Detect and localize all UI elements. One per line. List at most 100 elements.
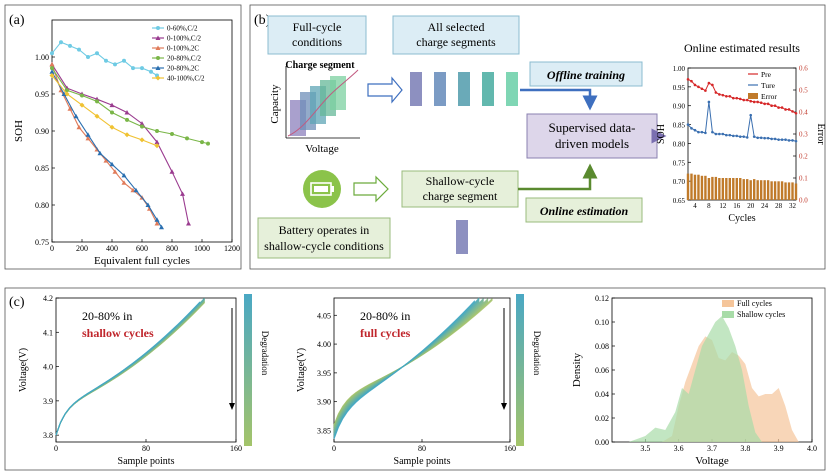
full-cycle-box — [267, 15, 367, 55]
true-line-point — [773, 137, 777, 141]
error-bar — [766, 180, 770, 200]
segment-bar — [482, 72, 494, 106]
charge-segment-label: Charge segment — [285, 60, 355, 71]
panel-b-label: (b) — [254, 13, 271, 28]
plot-frame — [687, 67, 797, 201]
capacity-label: Capacity — [269, 84, 281, 124]
data-marker — [59, 40, 63, 45]
legend-label: 20-80%,2C — [167, 65, 199, 73]
y2-tick-label: 0.6 — [799, 65, 808, 73]
y-tick-label: 0.85 — [673, 122, 686, 130]
data-marker — [109, 161, 115, 167]
data-marker — [156, 26, 160, 30]
full-cycle-text: Full-cycle conditions — [292, 20, 342, 49]
y-tick-label: 0.04 — [595, 390, 609, 399]
shallow-voltage-chart: 0 80 160 3.8 3.9 4.0 4.1 4.2 Sample points Voltag… — [18, 294, 270, 467]
true-line-point — [725, 133, 728, 137]
data-marker — [149, 69, 153, 74]
supervised-model-text: Supervised data-driven models — [548, 120, 635, 151]
y-tick-label: 1.00 — [35, 53, 49, 62]
y-axis-label: SOH — [13, 120, 25, 142]
x-tick-label: 600 — [136, 244, 148, 253]
y2-tick-label: 0.2 — [799, 153, 808, 161]
error-bar — [770, 181, 773, 200]
pre-line-point — [728, 94, 732, 98]
pre-line-point — [693, 83, 697, 87]
data-marker — [139, 137, 145, 143]
shallow-segment-text: Shallow-cycle charge segment — [423, 174, 498, 203]
error-bar — [794, 183, 798, 200]
true-line-point — [728, 133, 732, 137]
data-marker — [49, 69, 55, 74]
y-tick-label: 0.90 — [35, 127, 49, 136]
x-axis-label: Equivalent full cycles — [94, 255, 190, 267]
data-marker — [85, 132, 91, 137]
true-line-point — [745, 136, 749, 139]
pre-line-point — [686, 78, 690, 81]
true-line-point — [784, 138, 787, 141]
true-line-point — [718, 132, 721, 136]
y-tick-label: 0.10 — [595, 318, 609, 327]
error-bar — [756, 180, 759, 200]
segment-bar — [434, 72, 446, 106]
charge-curve — [287, 69, 359, 137]
legend-label: 20-80%,C/2 — [167, 55, 202, 63]
data-marker — [124, 110, 130, 115]
x-tick-label: 3.9 — [774, 444, 784, 453]
voltage-curve — [55, 301, 201, 436]
x-tick-label: 160 — [504, 444, 516, 453]
x-tick-label: 32 — [789, 202, 797, 210]
data-marker — [156, 56, 160, 60]
pre-line-point — [711, 83, 714, 87]
data-marker — [50, 51, 54, 56]
offline-training-box — [529, 61, 643, 87]
y-tick-label: 0.12 — [595, 294, 609, 303]
data-marker — [49, 61, 55, 67]
hollow-arrow — [367, 76, 403, 104]
x-tick-label: 3.8 — [740, 444, 750, 453]
offline-training-label: Offline training — [547, 68, 625, 82]
data-marker — [124, 132, 130, 138]
series-line — [51, 67, 209, 145]
pre-line-point — [766, 102, 770, 106]
error-bar — [791, 182, 794, 200]
y-tick-label: 0.06 — [595, 366, 609, 375]
all-segments-box — [392, 15, 520, 55]
panel-b-frame — [249, 4, 826, 270]
x-tick-label: 0 — [50, 244, 54, 253]
pre-line-point — [763, 102, 766, 106]
legend-label: Ture — [761, 81, 776, 90]
error-bar — [746, 179, 749, 200]
data-marker — [139, 121, 145, 126]
legend-swatch — [722, 311, 734, 318]
data-marker — [154, 143, 160, 149]
y-axis-label: Voltage(V) — [18, 348, 29, 392]
battery-tip — [331, 186, 334, 192]
x-tick-label: 20 — [747, 202, 755, 210]
true-line-point — [770, 137, 773, 141]
y2-tick-label: 0.1 — [799, 175, 808, 183]
x-tick-label: 8 — [707, 202, 711, 210]
pre-line-point — [752, 100, 756, 104]
online-estimation-box — [525, 197, 643, 223]
data-marker — [67, 106, 73, 111]
error-bar — [763, 180, 766, 200]
true-line-point — [777, 138, 780, 141]
data-marker — [155, 45, 161, 50]
series-line — [51, 41, 158, 76]
error-bar — [735, 178, 738, 200]
legend-swatch — [722, 300, 734, 307]
y-tick-label: 0.95 — [35, 90, 49, 99]
chart-title-line2: shallow cycles — [82, 326, 154, 340]
data-marker — [121, 172, 127, 178]
true-line-point — [704, 131, 707, 135]
x-tick-label: 200 — [76, 244, 88, 253]
full-voltage-chart: 0 80 160 3.85 3.90 3.95 4.00 4.05 Sample points V… — [296, 294, 542, 467]
data-marker — [112, 169, 118, 174]
y-tick-label: 4.05 — [317, 311, 331, 320]
data-marker — [145, 202, 151, 207]
data-marker — [154, 217, 160, 222]
error-bar — [697, 174, 700, 200]
error-bar — [711, 176, 714, 200]
data-marker — [140, 66, 144, 71]
